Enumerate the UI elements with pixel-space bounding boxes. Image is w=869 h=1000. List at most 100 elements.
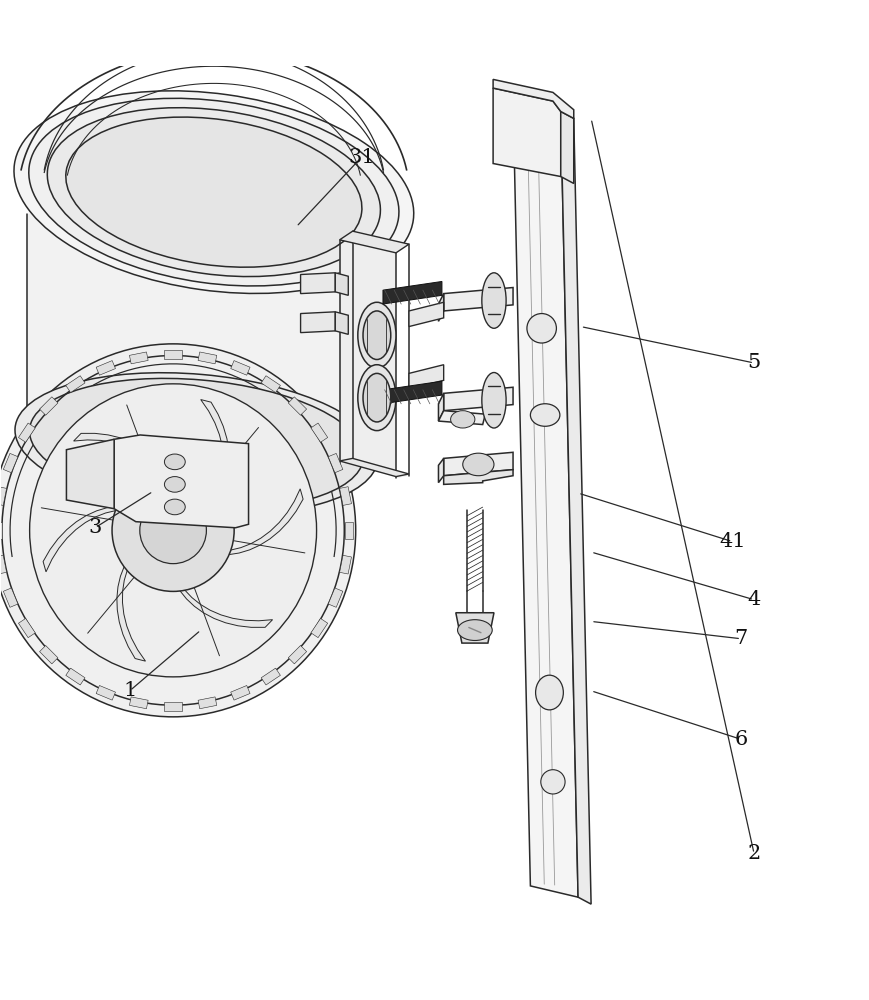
Ellipse shape	[164, 477, 185, 492]
Polygon shape	[438, 411, 485, 425]
Polygon shape	[328, 453, 342, 473]
Polygon shape	[43, 506, 147, 572]
Polygon shape	[438, 458, 443, 483]
Ellipse shape	[66, 117, 362, 267]
Polygon shape	[493, 88, 561, 177]
Ellipse shape	[30, 378, 363, 509]
Polygon shape	[443, 470, 513, 484]
Polygon shape	[230, 685, 249, 700]
Polygon shape	[513, 101, 577, 897]
Ellipse shape	[535, 675, 563, 710]
Polygon shape	[261, 376, 280, 393]
Polygon shape	[129, 352, 148, 364]
Polygon shape	[339, 555, 351, 574]
Polygon shape	[198, 697, 216, 709]
Polygon shape	[455, 613, 494, 643]
Polygon shape	[344, 522, 353, 539]
Text: 41: 41	[719, 532, 745, 551]
Polygon shape	[288, 646, 306, 664]
Polygon shape	[339, 231, 408, 253]
Ellipse shape	[481, 273, 506, 328]
Ellipse shape	[15, 373, 378, 515]
Polygon shape	[96, 361, 116, 375]
Polygon shape	[114, 435, 249, 528]
Polygon shape	[39, 397, 58, 415]
Text: 2: 2	[746, 844, 760, 863]
Polygon shape	[408, 365, 443, 389]
Polygon shape	[169, 563, 272, 627]
Polygon shape	[39, 646, 58, 664]
Polygon shape	[28, 179, 365, 461]
Polygon shape	[561, 111, 573, 183]
Polygon shape	[438, 393, 443, 421]
Polygon shape	[116, 543, 145, 661]
Polygon shape	[310, 618, 328, 638]
Polygon shape	[443, 387, 513, 411]
Polygon shape	[300, 312, 335, 333]
Polygon shape	[0, 522, 2, 539]
Ellipse shape	[527, 314, 556, 343]
Polygon shape	[493, 79, 573, 118]
Polygon shape	[261, 668, 280, 685]
Polygon shape	[561, 111, 590, 904]
Polygon shape	[18, 423, 36, 442]
Ellipse shape	[450, 411, 474, 428]
Ellipse shape	[362, 373, 390, 422]
Polygon shape	[310, 423, 328, 442]
Ellipse shape	[164, 454, 185, 470]
Polygon shape	[3, 453, 18, 473]
Text: 1: 1	[123, 681, 136, 700]
Polygon shape	[96, 685, 116, 700]
Ellipse shape	[164, 499, 185, 515]
Polygon shape	[66, 439, 114, 509]
Text: 3: 3	[89, 518, 102, 537]
Ellipse shape	[362, 311, 390, 360]
Polygon shape	[339, 458, 408, 477]
Polygon shape	[408, 302, 443, 327]
Polygon shape	[199, 489, 302, 555]
Ellipse shape	[481, 373, 506, 428]
Polygon shape	[74, 433, 177, 497]
Polygon shape	[201, 400, 229, 518]
Ellipse shape	[541, 770, 565, 794]
Polygon shape	[3, 588, 18, 607]
Ellipse shape	[530, 404, 560, 426]
Polygon shape	[443, 288, 513, 311]
Ellipse shape	[30, 384, 316, 677]
Ellipse shape	[457, 620, 492, 640]
Ellipse shape	[0, 344, 355, 717]
Polygon shape	[0, 555, 7, 574]
Text: 31: 31	[348, 148, 375, 167]
Polygon shape	[328, 588, 342, 607]
Polygon shape	[164, 702, 182, 711]
Text: 4: 4	[746, 590, 760, 609]
Polygon shape	[66, 668, 85, 685]
Polygon shape	[198, 352, 216, 364]
Polygon shape	[230, 361, 249, 375]
Polygon shape	[66, 376, 85, 393]
Ellipse shape	[140, 497, 206, 564]
Ellipse shape	[112, 469, 234, 591]
Polygon shape	[0, 487, 7, 505]
Ellipse shape	[14, 91, 414, 293]
Ellipse shape	[29, 98, 399, 286]
Polygon shape	[129, 697, 148, 709]
Polygon shape	[300, 273, 335, 294]
Text: 5: 5	[746, 353, 760, 372]
Polygon shape	[335, 273, 348, 295]
Polygon shape	[382, 381, 441, 404]
Polygon shape	[339, 487, 351, 505]
Ellipse shape	[47, 108, 380, 277]
Polygon shape	[18, 618, 36, 638]
Text: 6: 6	[733, 730, 746, 749]
Ellipse shape	[357, 302, 395, 368]
Ellipse shape	[462, 453, 494, 476]
Polygon shape	[339, 231, 408, 478]
Ellipse shape	[357, 365, 395, 431]
Polygon shape	[335, 312, 348, 334]
Polygon shape	[382, 281, 441, 304]
Polygon shape	[164, 350, 182, 359]
Polygon shape	[438, 294, 443, 321]
Polygon shape	[288, 397, 306, 415]
Text: 7: 7	[733, 629, 746, 648]
